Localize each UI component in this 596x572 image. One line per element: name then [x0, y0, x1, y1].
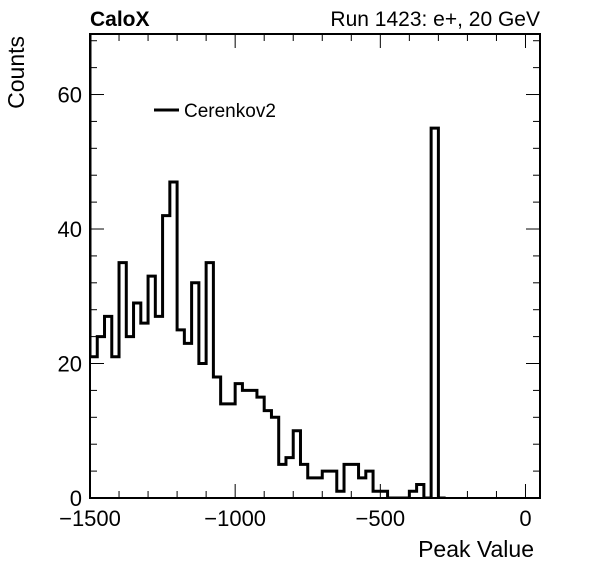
x-tick-label: −1500: [59, 506, 121, 531]
y-tick-label: 40: [58, 217, 82, 242]
histogram-series-layer: [83, 34, 446, 498]
histogram-bin: [228, 404, 235, 498]
histogram-bin: [264, 411, 271, 498]
histogram-line-cerenkov2: [90, 34, 446, 498]
y-tick-label: 0: [70, 486, 82, 511]
x-tick-label: −1000: [204, 506, 266, 531]
chart-right-title: Run 1423: e+, 20 GeV: [330, 8, 540, 31]
legend: Cerenkov2: [154, 101, 276, 122]
histogram-bin: [177, 330, 184, 498]
histogram-bin: [83, 34, 90, 498]
histogram-bin: [257, 397, 264, 498]
histogram-bin: [199, 364, 206, 498]
x-tick-label: 0: [519, 506, 531, 531]
histogram-bin: [359, 478, 366, 498]
histogram-bin: [184, 343, 191, 498]
histogram-bin: [242, 390, 249, 498]
histogram-bin: [126, 337, 133, 498]
histogram-bin: [97, 337, 104, 498]
histogram-bin: [221, 404, 228, 498]
legend-label-cerenkov2: Cerenkov2: [184, 101, 276, 122]
histogram-bin: [308, 478, 315, 498]
chart-left-title: CaloX: [90, 8, 150, 31]
histogram-bin: [250, 390, 257, 498]
histogram-bin: [112, 357, 119, 498]
histogram-bin: [155, 316, 162, 498]
y-tick-label: 60: [58, 83, 82, 108]
histogram-bin: [141, 323, 148, 498]
histogram-bin: [279, 464, 286, 498]
histogram-bin: [315, 478, 322, 498]
y-axis-label: Counts: [3, 36, 29, 109]
axis-ticks-layer: −1500 −1000 −500 0 0 20 40 60: [58, 34, 540, 531]
x-axis-label: Peak Value: [418, 536, 534, 562]
y-tick-label: 20: [58, 352, 82, 377]
histogram-bin: [90, 357, 97, 498]
plot-frame: [89, 33, 541, 499]
x-tick-label: −500: [356, 506, 406, 531]
